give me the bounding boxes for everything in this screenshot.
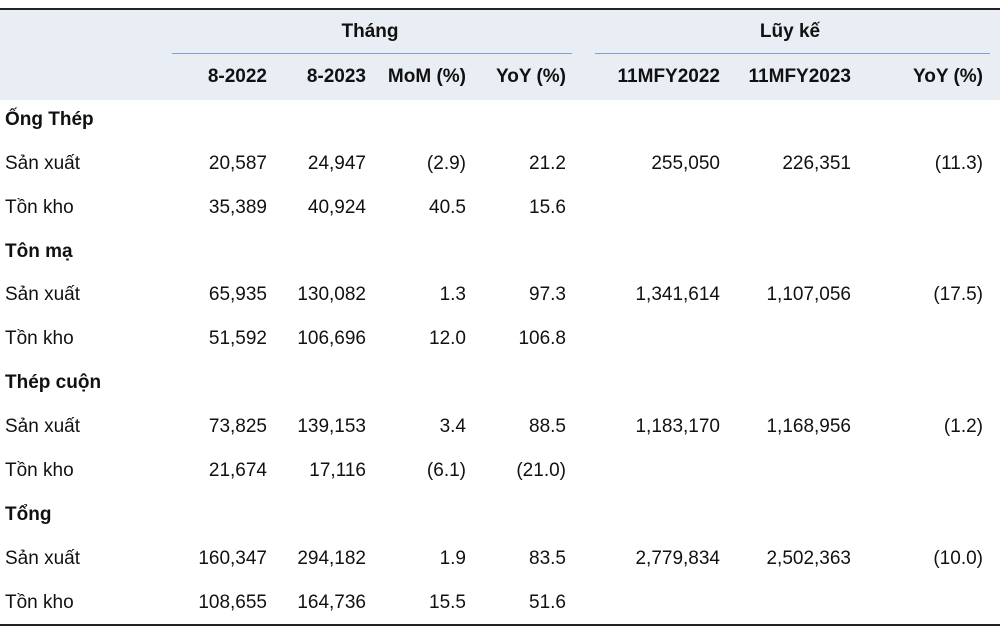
cell: 20,587 [208,152,267,174]
cell: 255,050 [651,152,720,174]
cell: 97.3 [529,284,566,306]
cell: 21.2 [529,152,566,174]
cell: (2.9) [426,152,466,174]
row-label: Sản xuất [5,152,80,174]
column-header: 8-2023 [306,66,366,87]
cell: (17.5) [933,284,983,306]
row-label: Tồn kho [5,460,74,482]
cell: 21,674 [208,460,267,482]
cell: 40,924 [307,196,366,218]
cell: (11.3) [934,152,983,174]
cell: 106.8 [518,328,566,350]
cell: 12.0 [429,328,466,350]
column-header: YoY (%) [912,66,983,87]
group-underline [172,53,572,54]
row-label: Sản xuất [5,547,80,569]
cell: 15.5 [429,591,466,613]
cell: 1,341,614 [635,284,720,306]
group-header: Lũy kế [759,21,821,42]
bottom-border [0,624,1000,626]
row-label: Sản xuất [5,416,80,438]
cell: 24,947 [307,152,366,174]
row-label: Tồn kho [5,328,74,350]
row-label: Tồn kho [5,196,74,218]
cell: 65,935 [208,284,267,306]
column-header: 11MFY2022 [617,66,720,87]
cell: 130,082 [297,284,366,306]
cell: 1,168,956 [766,416,851,438]
section-title: Tôn mạ [5,240,73,262]
section-title: Thép cuộn [5,372,102,394]
cell: 226,351 [782,152,851,174]
column-header: 11MFY2023 [748,66,851,87]
cell: 88.5 [529,416,566,438]
cell: (21.0) [516,460,566,482]
cell: (1.2) [943,416,983,438]
cell: 73,825 [208,416,267,438]
cell: 160,347 [198,547,267,569]
row-label: Sản xuất [5,284,80,306]
cell: 164,736 [297,591,366,613]
cell: 294,182 [297,547,366,569]
header-background [0,9,1000,100]
cell: 2,779,834 [635,547,720,569]
top-border [0,8,1000,10]
column-header: 8-2022 [207,66,267,87]
section-title: Ống Thép [5,109,94,130]
cell: 2,502,363 [766,547,851,569]
cell: (6.1) [426,460,466,482]
cell: 139,153 [297,416,366,438]
cell: 106,696 [297,328,366,350]
cell: (10.0) [933,547,983,569]
group-header: Tháng [341,21,399,42]
cell: 51,592 [208,328,267,350]
cell: 1.9 [439,547,466,569]
group-underline [595,53,990,54]
cell: 15.6 [529,196,566,218]
row-label: Tồn kho [5,591,74,613]
cell: 108,655 [198,591,267,613]
cell: 51.6 [529,591,566,613]
cell: 40.5 [429,196,466,218]
cell: 3.4 [439,416,466,438]
cell: 83.5 [529,547,566,569]
cell: 35,389 [208,196,267,218]
cell: 1,107,056 [766,284,851,306]
column-header: MoM (%) [387,66,466,87]
cell: 1.3 [439,284,466,306]
cell: 17,116 [309,460,366,482]
column-header: YoY (%) [495,66,566,87]
section-title: Tổng [5,504,52,526]
cell: 1,183,170 [635,416,720,438]
